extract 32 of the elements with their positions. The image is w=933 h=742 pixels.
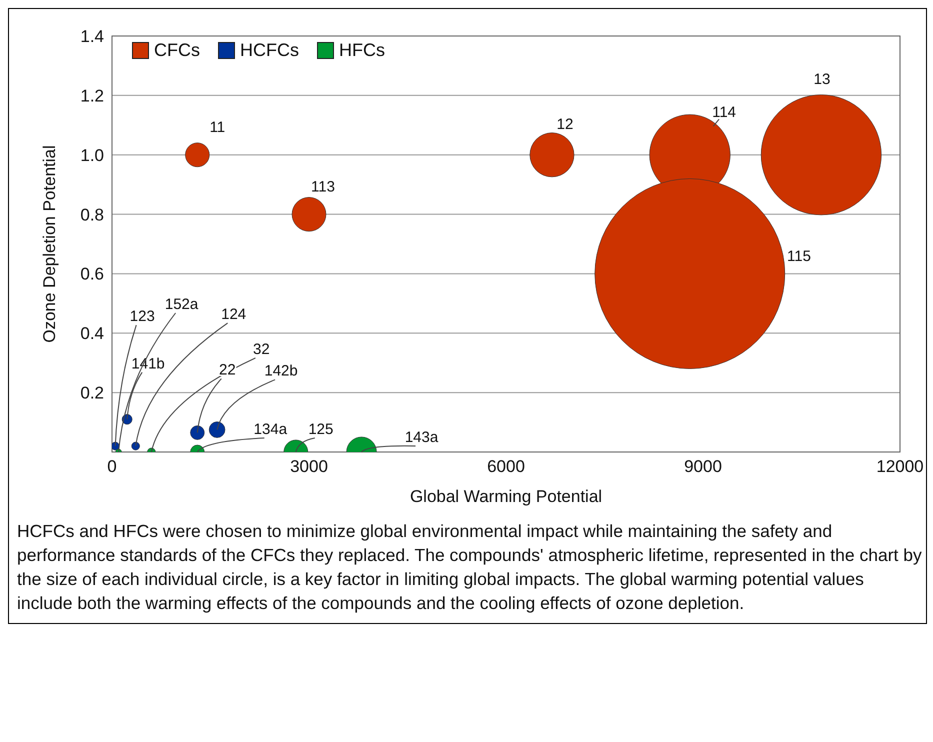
annotation: 152a: [164, 296, 199, 313]
y-tick-label: 0.2: [80, 384, 104, 403]
text: HCFCs and HFCs were chosen to minimize global environmental impact while maintaining the safety and performance standards of the CFCs they replaced. The compounds' atmospheric lifetime, represented in the chart by the size of each individual circle, is a key factor in limiting global impacts. The global warming potential values include both the warming effects of the compounds and the cooling effects of ozone depletion.: [16, 520, 923, 615]
x-tick-label: 0: [107, 457, 117, 476]
annotation: 115: [787, 248, 811, 265]
annotation: 134a: [254, 420, 288, 438]
y-tick-label: 0.6: [80, 264, 104, 284]
x-axis-title: Global Warming Potential: [410, 487, 602, 506]
annotation: 143a: [404, 428, 439, 446]
annotation: 124: [221, 306, 246, 324]
y-tick-label: 1.2: [80, 86, 104, 106]
y-axis-title: Ozone Depletion Potential: [40, 145, 60, 343]
y-tick-label: 1.0: [80, 146, 104, 165]
annotation: 11: [210, 118, 226, 136]
x-tick-label: 12000: [876, 457, 924, 476]
annotation: 113: [311, 178, 335, 196]
annotation: 125: [308, 420, 334, 438]
y-tick-label: 0.4: [80, 324, 104, 344]
annotation: 32: [253, 340, 270, 358]
annotation: 123: [130, 308, 155, 326]
x-tick-label: 9000: [684, 457, 722, 476]
annotation: 142b: [264, 362, 298, 380]
legend-label: HCFCs: [240, 40, 299, 61]
annotation: 13: [814, 70, 830, 88]
legend-label: CFCs: [154, 40, 200, 61]
annotation: 114: [712, 104, 736, 122]
y-tick-label: 0.8: [80, 205, 104, 224]
x-tick-label: 6000: [487, 457, 525, 476]
legend-label: HFCs: [339, 40, 385, 61]
annotation: 12: [556, 116, 574, 133]
y-tick-label: 1.4: [80, 27, 104, 46]
x-tick-label: 3000: [290, 457, 328, 476]
